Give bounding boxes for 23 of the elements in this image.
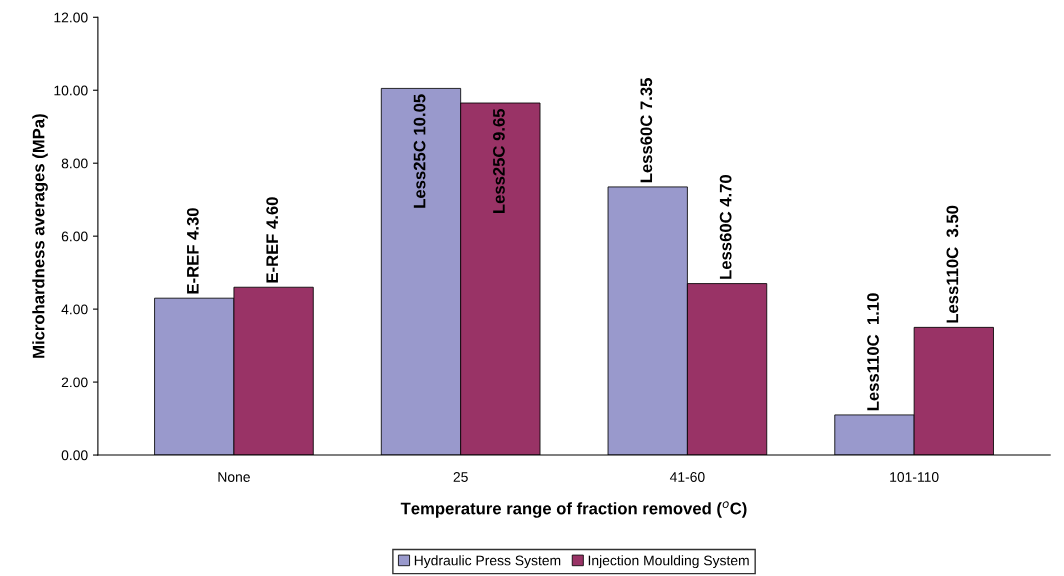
x-axis-title: Temperature range of fraction removed ($^{o}$C) xyxy=(400,501,747,518)
x-tick-label: 101-110 xyxy=(890,472,939,482)
y-tick-label: 8.00 xyxy=(61,158,88,169)
data-label: Less60C 7.35 xyxy=(640,78,653,183)
x-tick-label: 41-60 xyxy=(669,472,705,482)
data-label: Less25C 10.05 xyxy=(413,94,426,208)
data-label: E-REF 4.30 xyxy=(186,208,199,294)
y-tick-label: 2.00 xyxy=(61,377,88,388)
data-label: Less25C 9.65 xyxy=(493,108,505,213)
y-tick-label: 4.00 xyxy=(61,304,88,315)
y-tick-label: 0.00 xyxy=(61,450,88,461)
y-tick-label: 6.00 xyxy=(61,231,88,242)
x-tick-label: None xyxy=(218,472,250,482)
y-tick-label: 12.00 xyxy=(54,12,88,23)
legend-label: Hydraulic Press System xyxy=(414,555,561,569)
y-axis-title: Microhardness averages (MPa) xyxy=(32,114,48,358)
y-tick-label: 10.00 xyxy=(54,85,88,96)
data-label: Less110C 1.10 xyxy=(867,293,879,411)
x-tick-label: 25 xyxy=(453,472,468,482)
data-label: E-REF 4.60 xyxy=(266,197,279,283)
data-label: Less60C 4.70 xyxy=(719,174,732,279)
data-label: Less110C 3.50 xyxy=(946,205,959,323)
legend-label: Injection Moulding System xyxy=(588,555,749,569)
